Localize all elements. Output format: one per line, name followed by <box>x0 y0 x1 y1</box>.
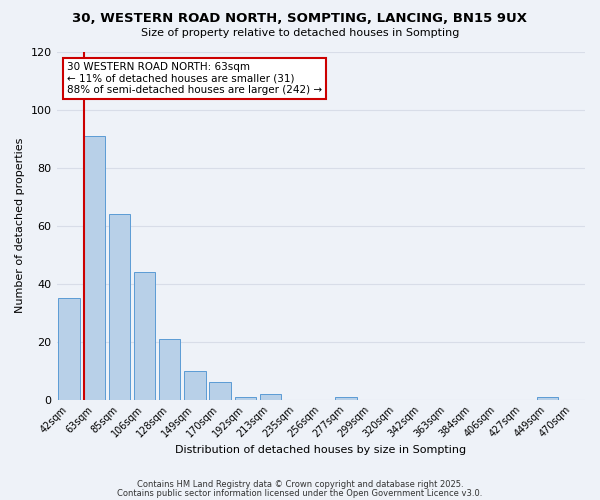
Text: 30 WESTERN ROAD NORTH: 63sqm
← 11% of detached houses are smaller (31)
88% of se: 30 WESTERN ROAD NORTH: 63sqm ← 11% of de… <box>67 62 322 95</box>
Bar <box>58 298 80 400</box>
Bar <box>134 272 155 400</box>
X-axis label: Distribution of detached houses by size in Sompting: Distribution of detached houses by size … <box>175 445 466 455</box>
Bar <box>83 136 105 400</box>
Bar <box>536 396 558 400</box>
Bar <box>209 382 231 400</box>
Bar <box>184 370 206 400</box>
Text: 30, WESTERN ROAD NORTH, SOMPTING, LANCING, BN15 9UX: 30, WESTERN ROAD NORTH, SOMPTING, LANCIN… <box>73 12 527 26</box>
Bar <box>109 214 130 400</box>
Bar <box>335 396 356 400</box>
Bar <box>159 338 181 400</box>
Text: Contains public sector information licensed under the Open Government Licence v3: Contains public sector information licen… <box>118 489 482 498</box>
Bar <box>260 394 281 400</box>
Bar <box>235 396 256 400</box>
Y-axis label: Number of detached properties: Number of detached properties <box>15 138 25 313</box>
Text: Size of property relative to detached houses in Sompting: Size of property relative to detached ho… <box>141 28 459 38</box>
Text: Contains HM Land Registry data © Crown copyright and database right 2025.: Contains HM Land Registry data © Crown c… <box>137 480 463 489</box>
